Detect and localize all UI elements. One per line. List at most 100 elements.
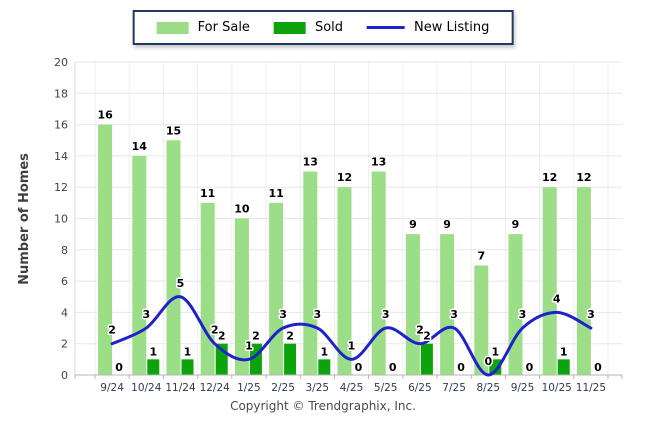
sold-value-label: 2 xyxy=(252,330,260,343)
y-tick-label: 0 xyxy=(61,369,68,382)
new-listing-value-label: 2 xyxy=(211,324,219,337)
x-tick-label: 12/24 xyxy=(200,382,231,394)
new-listing-line-swatch xyxy=(367,26,406,29)
new-listing-value-label: 0 xyxy=(484,355,492,368)
x-tick-label: 10/25 xyxy=(542,382,572,394)
x-tick-label: 9/24 xyxy=(100,382,124,394)
y-tick-label: 16 xyxy=(54,119,68,132)
sold-value-label: 2 xyxy=(286,330,294,343)
bar-for-sale xyxy=(337,187,352,375)
bar-for-sale xyxy=(166,140,181,375)
line-new-listing xyxy=(110,295,593,377)
bar-for-sale xyxy=(303,171,318,375)
y-tick-label: 20 xyxy=(54,56,68,69)
x-tick-label: 10/24 xyxy=(131,382,162,394)
sold-value-label: 0 xyxy=(389,361,397,374)
for-sale-value-label: 11 xyxy=(268,187,283,200)
bar-for-sale xyxy=(576,187,591,375)
new-listing-value-label: 2 xyxy=(108,324,116,337)
legend-label-new-listing: New Listing xyxy=(414,20,490,35)
for-sale-value-label: 9 xyxy=(512,218,520,231)
sold-value-label: 1 xyxy=(491,345,499,358)
bar-for-sale xyxy=(508,234,523,375)
sold-value-label: 1 xyxy=(184,345,192,358)
y-tick-label: 2 xyxy=(61,338,68,351)
new-listing-value-label: 3 xyxy=(313,308,321,321)
bar-sold xyxy=(284,343,297,375)
for-sale-value-label: 13 xyxy=(371,156,386,169)
new-listing-value-label: 3 xyxy=(279,308,287,321)
new-listing-value-label: 4 xyxy=(553,292,561,305)
bar-sold xyxy=(147,359,160,375)
new-listing-value-label: 3 xyxy=(382,308,390,321)
for-sale-value-label: 9 xyxy=(443,218,451,231)
sold-value-label: 2 xyxy=(218,330,226,343)
new-listing-value-label: 3 xyxy=(142,308,150,321)
y-tick-label: 10 xyxy=(54,213,68,226)
legend-item-new-listing: New Listing xyxy=(367,20,489,35)
for-sale-value-label: 16 xyxy=(97,109,113,122)
sold-value-label: 0 xyxy=(457,361,465,374)
new-listing-value-label: 3 xyxy=(519,308,527,321)
for-sale-value-label: 10 xyxy=(234,203,250,216)
for-sale-value-label: 11 xyxy=(200,187,215,200)
y-tick-label: 12 xyxy=(54,181,68,194)
x-tick-label: 6/25 xyxy=(408,382,432,394)
for-sale-value-label: 12 xyxy=(542,171,557,184)
sold-value-label: 1 xyxy=(149,345,157,358)
x-tick-label: 9/25 xyxy=(511,382,535,394)
x-tick-label: 1/25 xyxy=(237,382,261,394)
x-tick-label: 3/25 xyxy=(306,382,330,394)
sold-swatch xyxy=(273,21,306,34)
sold-value-label: 0 xyxy=(526,361,534,374)
for-sale-value-label: 9 xyxy=(409,218,417,231)
for-sale-value-label: 14 xyxy=(132,140,148,153)
bar-for-sale xyxy=(98,124,113,375)
sold-value-label: 0 xyxy=(115,361,123,374)
y-tick-label: 4 xyxy=(61,306,68,319)
new-listing-value-label: 2 xyxy=(416,324,424,337)
x-tick-label: 7/25 xyxy=(442,382,466,394)
for-sale-value-label: 13 xyxy=(303,156,318,169)
legend-label-for-sale: For Sale xyxy=(197,20,250,35)
y-tick-label: 14 xyxy=(54,150,68,163)
x-tick-label: 2/25 xyxy=(271,382,295,394)
bar-for-sale xyxy=(234,218,249,375)
sold-value-label: 2 xyxy=(423,330,431,343)
new-listing-value-label: 1 xyxy=(245,339,253,352)
bar-for-sale xyxy=(405,234,420,375)
legend-item-for-sale: For Sale xyxy=(156,20,250,35)
bar-for-sale xyxy=(200,202,215,375)
for-sale-value-label: 7 xyxy=(477,249,485,262)
bar-sold xyxy=(318,359,331,375)
bar-sold xyxy=(181,359,194,375)
sold-value-label: 0 xyxy=(594,361,602,374)
for-sale-value-label: 12 xyxy=(576,171,591,184)
x-tick-label: 8/25 xyxy=(477,382,501,394)
bar-for-sale xyxy=(269,202,284,375)
new-listing-value-label: 3 xyxy=(587,308,595,321)
x-tick-label: 11/25 xyxy=(576,382,606,394)
new-listing-value-label: 1 xyxy=(348,339,356,352)
bar-for-sale xyxy=(440,234,455,375)
for-sale-value-label: 12 xyxy=(337,171,352,184)
y-tick-label: 8 xyxy=(61,244,68,257)
bar-sold xyxy=(420,343,433,375)
x-tick-label: 11/24 xyxy=(165,382,196,394)
bar-for-sale xyxy=(132,155,147,375)
y-tick-label: 18 xyxy=(54,87,68,100)
bar-sold xyxy=(557,359,570,375)
new-listing-value-label: 3 xyxy=(450,308,458,321)
x-tick-label: 5/25 xyxy=(374,382,398,394)
sold-value-label: 0 xyxy=(355,361,363,374)
sold-value-label: 1 xyxy=(320,345,328,358)
legend: For Sale Sold New Listing xyxy=(132,10,514,45)
y-tick-label: 6 xyxy=(61,275,68,288)
new-listing-value-label: 5 xyxy=(177,277,185,290)
for-sale-value-label: 15 xyxy=(166,124,181,137)
bar-sold xyxy=(489,359,502,375)
bar-for-sale xyxy=(542,187,557,375)
for-sale-swatch xyxy=(156,21,189,34)
